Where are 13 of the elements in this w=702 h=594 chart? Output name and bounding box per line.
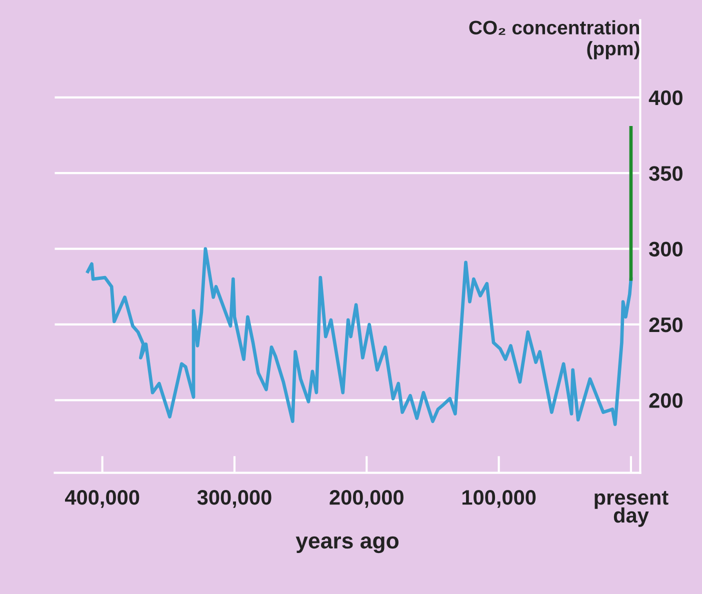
y-tick-label: 250 bbox=[649, 317, 682, 332]
y-tick-label: 200 bbox=[649, 393, 682, 408]
x-axis-title: years ago bbox=[296, 536, 399, 554]
x-tick-label: present day bbox=[594, 491, 668, 527]
y-tick-label: 300 bbox=[649, 242, 682, 257]
x-tick-label: 300,000 bbox=[197, 490, 272, 508]
line-series bbox=[86, 247, 633, 426]
x-tick-label: 100,000 bbox=[462, 490, 536, 508]
y-tick-label: 350 bbox=[649, 166, 682, 181]
x-tick-label: 200,000 bbox=[330, 490, 404, 508]
x-tick-label: 400,000 bbox=[65, 490, 140, 508]
y-tick-label: 400 bbox=[648, 90, 682, 106]
y-axis-title: CO₂ concentration (ppm) bbox=[469, 20, 640, 60]
